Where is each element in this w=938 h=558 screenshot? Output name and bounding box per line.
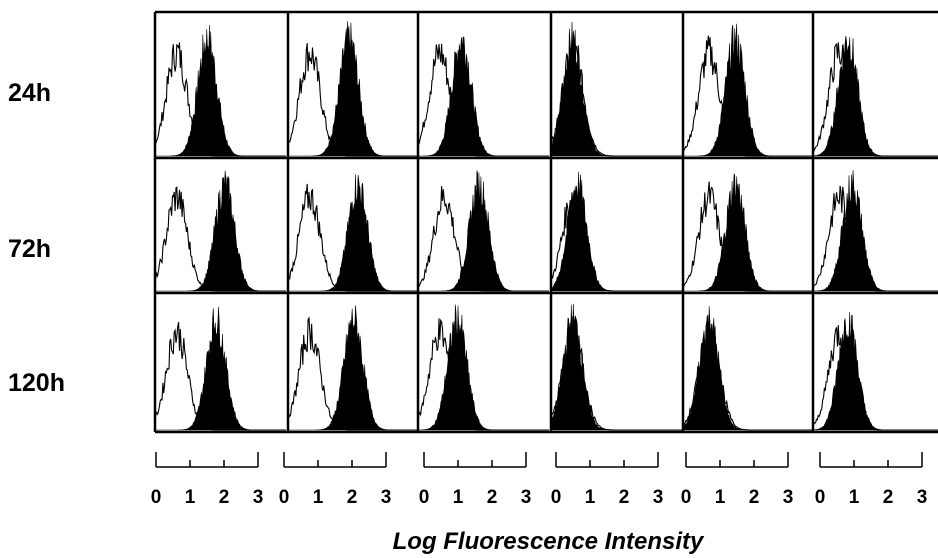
open-histogram-outline xyxy=(812,185,938,292)
histogram-panel xyxy=(154,170,286,292)
open-histogram-outline xyxy=(417,43,549,157)
x-axis-tick-label: 1 xyxy=(585,487,596,508)
open-histogram-outline xyxy=(550,316,682,431)
open-histogram-outline xyxy=(417,318,549,431)
open-histogram-outline xyxy=(812,42,938,157)
x-axis-tick-label: 2 xyxy=(619,487,630,508)
x-axis-tick-label: 2 xyxy=(347,487,358,508)
histogram-panel xyxy=(287,21,419,157)
open-histogram-outline xyxy=(550,192,682,292)
x-axis-tick-label: 1 xyxy=(313,487,324,508)
filled-histogram xyxy=(813,170,938,292)
histogram-panel xyxy=(812,312,938,431)
x-axis-tick-label: 0 xyxy=(681,487,692,508)
row-label-72h: 72h xyxy=(8,235,51,263)
filled-histogram xyxy=(418,304,549,431)
open-histogram-outline xyxy=(154,42,286,157)
histogram-panel xyxy=(417,304,549,431)
histogram-panel xyxy=(682,173,814,292)
histogram-panel xyxy=(417,36,549,157)
filled-histogram xyxy=(682,306,814,431)
x-axis-tick-label: 2 xyxy=(219,487,230,508)
x-axis-tick-label: 3 xyxy=(653,487,664,508)
histogram-panel xyxy=(812,35,938,157)
open-histogram-outline xyxy=(287,43,419,157)
x-axis-tick-label: 2 xyxy=(883,487,894,508)
filled-histogram xyxy=(418,170,549,292)
x-axis-title: Log Fluorescence Intensity xyxy=(393,528,705,555)
histogram-panel xyxy=(154,25,286,157)
histogram-panel xyxy=(550,21,682,157)
x-axis-tick-label: 3 xyxy=(253,487,264,508)
histogram-panel xyxy=(154,306,286,431)
x-axis-tick-label: 3 xyxy=(381,487,392,508)
open-histogram-outline xyxy=(682,321,814,431)
histogram-panel xyxy=(812,170,938,292)
open-histogram-outline xyxy=(682,35,814,157)
open-histogram-outline xyxy=(812,325,938,431)
open-histogram-outline xyxy=(417,186,549,292)
filled-histogram xyxy=(288,21,419,157)
x-axis-tick-label: 3 xyxy=(917,487,928,508)
histogram-panel xyxy=(682,23,814,157)
filled-histogram xyxy=(550,21,682,157)
x-axis-tick-label: 0 xyxy=(279,487,290,508)
open-histogram-outline xyxy=(550,41,682,157)
open-histogram-outline xyxy=(287,316,419,431)
x-axis-tick-label: 2 xyxy=(749,487,760,508)
row-label-24h: 24h xyxy=(8,79,51,107)
histogram-panel xyxy=(287,174,419,292)
open-histogram-outline xyxy=(682,181,814,292)
filled-histogram xyxy=(155,306,286,431)
filled-histogram xyxy=(683,173,814,292)
histogram-panels xyxy=(154,21,938,431)
x-axis-tick-label: 1 xyxy=(715,487,726,508)
filled-histogram xyxy=(155,25,286,157)
x-axis-tick-label: 1 xyxy=(453,487,464,508)
filled-histogram xyxy=(155,170,286,292)
open-histogram-outline xyxy=(154,186,286,292)
histogram-panel xyxy=(682,306,814,431)
histogram-panel xyxy=(550,303,682,431)
histogram-panel xyxy=(417,170,549,292)
histogram-panel xyxy=(550,171,682,292)
x-axis-tick-label: 3 xyxy=(783,487,794,508)
filled-histogram xyxy=(683,23,814,157)
x-axis-tick-label: 3 xyxy=(521,487,532,508)
histogram-panel xyxy=(287,305,419,431)
panel-grid xyxy=(153,10,938,434)
filled-histogram xyxy=(550,171,682,292)
open-histogram-outline xyxy=(287,183,419,292)
x-axis-tick-label: 0 xyxy=(151,487,162,508)
x-axis-tick-label: 1 xyxy=(185,487,196,508)
x-axis-tick-label: 0 xyxy=(551,487,562,508)
open-histogram-outline xyxy=(154,321,286,431)
x-axis-tick-label: 1 xyxy=(849,487,860,508)
x-axis-tick-label: 0 xyxy=(815,487,826,508)
x-axis-tick-label: 0 xyxy=(419,487,430,508)
filled-histogram xyxy=(812,35,938,157)
x-axis-tick-label: 2 xyxy=(487,487,498,508)
row-label-120h: 120h xyxy=(8,369,65,397)
filled-histogram xyxy=(812,312,938,431)
